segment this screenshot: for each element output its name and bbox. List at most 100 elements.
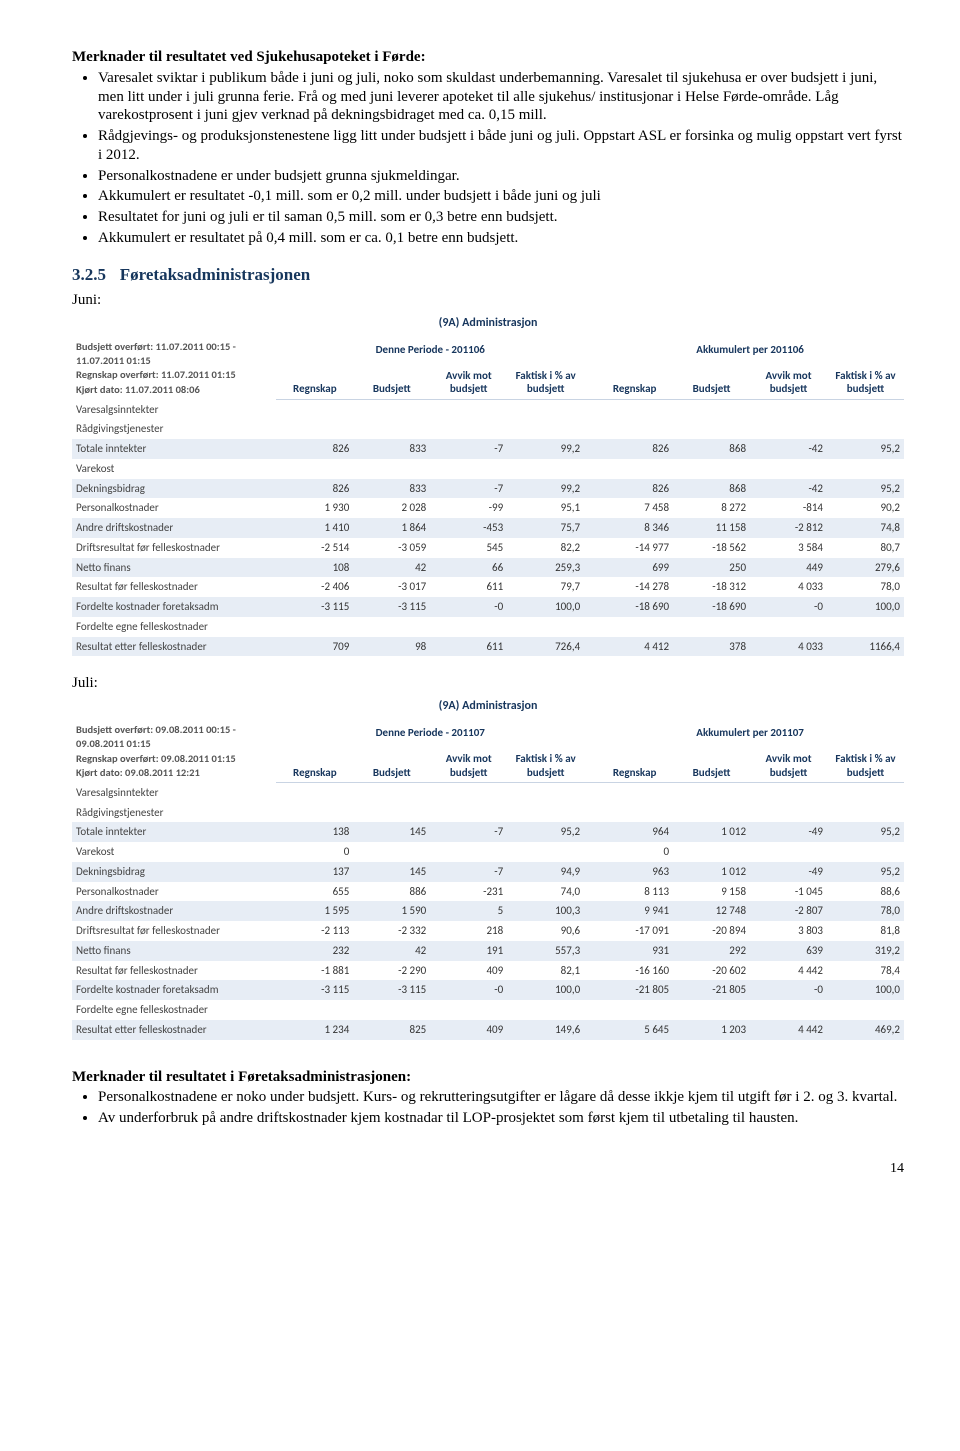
- cell: 82,1: [507, 961, 584, 981]
- cell: 868: [673, 479, 750, 499]
- table-row: Personalkostnader1 9302 028-9995,17 4588…: [72, 498, 904, 518]
- cell: 699: [596, 558, 673, 578]
- month-label-juli: Juli:: [72, 674, 904, 693]
- col-avvik: Avvik mot budsjett: [430, 360, 507, 400]
- cell: 7 458: [596, 498, 673, 518]
- cell: -3 115: [353, 597, 430, 617]
- cell: 74,0: [507, 882, 584, 902]
- section-title: Føretaksadministrasjonen: [120, 265, 310, 284]
- cell: [673, 617, 750, 637]
- row-label: Resultat før felleskostnader: [72, 577, 276, 597]
- cell: [353, 842, 430, 862]
- cell: 9 941: [596, 901, 673, 921]
- cell: [827, 419, 904, 439]
- cell: [276, 459, 353, 479]
- col-regnskap: Regnskap: [276, 743, 353, 783]
- cell: 4 442: [750, 1020, 827, 1040]
- cell: [827, 842, 904, 862]
- col-faktisk: Faktisk i % av budsjett: [507, 743, 584, 783]
- cell: 94,9: [507, 862, 584, 882]
- cell: [353, 617, 430, 637]
- cell: [827, 1000, 904, 1020]
- cell: 1 012: [673, 862, 750, 882]
- cell: [750, 617, 827, 637]
- page-subheading-2: Merknader til resultatet i Føretaksadmin…: [72, 1068, 904, 1087]
- cell: [430, 842, 507, 862]
- col-avvik: Avvik mot budsjett: [750, 743, 827, 783]
- row-label: Fordelte kostnader foretaksadm: [72, 980, 276, 1000]
- cell: -2 290: [353, 961, 430, 981]
- cell: 292: [673, 941, 750, 961]
- cell: 469,2: [827, 1020, 904, 1040]
- cell: 1 012: [673, 822, 750, 842]
- cell: 9 158: [673, 882, 750, 902]
- cell: 12 748: [673, 901, 750, 921]
- cell: -3 017: [353, 577, 430, 597]
- row-label: Resultat før felleskostnader: [72, 961, 276, 981]
- cell: [750, 459, 827, 479]
- section-number: 3.2.5: [72, 265, 106, 284]
- cell: [507, 459, 584, 479]
- table-title: (9A) Administrasjon: [72, 312, 904, 337]
- row-label: Resultat etter felleskostnader: [72, 637, 276, 657]
- section-heading: 3.2.5 Føretaksadministrasjonen: [72, 264, 904, 286]
- cell: -0: [750, 980, 827, 1000]
- report-table: Budsjett overført: 09.08.2011 00:15 - 09…: [72, 720, 904, 1039]
- cell: 449: [750, 558, 827, 578]
- cell: [596, 783, 673, 803]
- cell: 95,1: [507, 498, 584, 518]
- cell: -18 690: [596, 597, 673, 617]
- cell: 100,3: [507, 901, 584, 921]
- table-row: Resultat etter felleskostnader7099861172…: [72, 637, 904, 657]
- cell: [430, 419, 507, 439]
- cell: [750, 842, 827, 862]
- cell: 0: [596, 842, 673, 862]
- cell: 0: [276, 842, 353, 862]
- row-label: Andre driftskostnader: [72, 518, 276, 538]
- cell: [276, 617, 353, 637]
- cell: -7: [430, 862, 507, 882]
- col-faktisk: Faktisk i % av budsjett: [827, 743, 904, 783]
- cell: -7: [430, 822, 507, 842]
- cell: 8 113: [596, 882, 673, 902]
- cell: 826: [596, 479, 673, 499]
- col-faktisk: Faktisk i % av budsjett: [827, 360, 904, 400]
- cell: [750, 400, 827, 420]
- cell: 100,0: [507, 597, 584, 617]
- row-label: Varesalgsinntekter: [72, 400, 276, 420]
- cell: 409: [430, 961, 507, 981]
- cell: -17 091: [596, 921, 673, 941]
- row-label: Driftsresultat før felleskostnader: [72, 921, 276, 941]
- cell: 4 412: [596, 637, 673, 657]
- cell: -21 805: [673, 980, 750, 1000]
- cell: -1 045: [750, 882, 827, 902]
- cell: -2 514: [276, 538, 353, 558]
- cell: -0: [430, 980, 507, 1000]
- cell: -2 332: [353, 921, 430, 941]
- cell: 100,0: [827, 980, 904, 1000]
- cell: 95,2: [827, 822, 904, 842]
- table-row: Rådgivingstjenester: [72, 419, 904, 439]
- cell: 8 272: [673, 498, 750, 518]
- cell: 3 584: [750, 538, 827, 558]
- cell: 232: [276, 941, 353, 961]
- cell: [507, 617, 584, 637]
- cell: [827, 783, 904, 803]
- table-row: Personalkostnader655886-23174,08 1139 15…: [72, 882, 904, 902]
- cell: [827, 803, 904, 823]
- cell: 639: [750, 941, 827, 961]
- cell: -14 977: [596, 538, 673, 558]
- table-row: Netto finans23242191557,3931292639319,2: [72, 941, 904, 961]
- row-label: Dekningsbidrag: [72, 479, 276, 499]
- table-row: Varesalgsinntekter: [72, 783, 904, 803]
- cell: [430, 803, 507, 823]
- cell: -14 278: [596, 577, 673, 597]
- cell: 611: [430, 577, 507, 597]
- cell: [430, 400, 507, 420]
- cell: 378: [673, 637, 750, 657]
- cell: [673, 842, 750, 862]
- cell: -3 115: [276, 597, 353, 617]
- table-row: Dekningsbidrag137145-794,99631 012-4995,…: [72, 862, 904, 882]
- cell: 108: [276, 558, 353, 578]
- row-label: Andre driftskostnader: [72, 901, 276, 921]
